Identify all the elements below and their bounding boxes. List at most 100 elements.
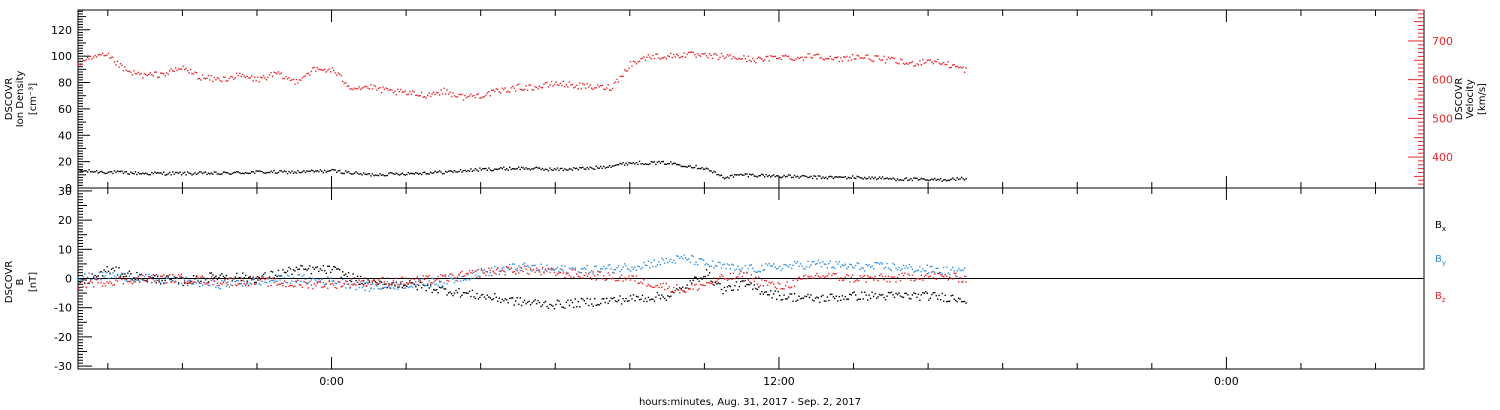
data-point <box>526 301 529 303</box>
data-point <box>652 265 654 268</box>
data-point <box>340 172 342 174</box>
data-point <box>835 295 837 297</box>
data-point <box>614 268 617 271</box>
data-point <box>752 57 754 60</box>
data-point <box>152 276 154 279</box>
data-point <box>952 177 954 179</box>
data-point <box>471 170 474 172</box>
data-point <box>872 60 875 63</box>
data-point <box>779 294 781 297</box>
data-point <box>264 172 266 174</box>
data-point <box>934 273 936 275</box>
data-point <box>133 281 135 283</box>
data-point <box>807 293 809 296</box>
data-point <box>549 303 551 306</box>
data-point <box>198 171 201 173</box>
data-point <box>708 282 711 284</box>
data-point <box>585 268 587 270</box>
data-point <box>109 57 111 59</box>
data-point <box>294 280 296 283</box>
data-point <box>779 57 781 59</box>
data-point <box>676 284 678 286</box>
data-point <box>409 280 411 282</box>
data-point <box>416 172 418 175</box>
data-point <box>307 268 310 270</box>
data-point <box>295 281 298 283</box>
data-point <box>361 279 363 282</box>
data-point <box>935 267 937 269</box>
data-point <box>498 91 500 93</box>
data-point <box>904 178 906 180</box>
data-point <box>762 293 764 295</box>
data-point <box>109 281 111 283</box>
data-point <box>288 170 290 173</box>
data-point <box>304 281 307 284</box>
data-point <box>346 275 348 278</box>
data-point <box>834 57 836 59</box>
data-point <box>277 171 280 174</box>
data-point <box>455 277 457 279</box>
data-point <box>249 77 251 79</box>
data-point <box>767 284 769 286</box>
data-point <box>467 169 469 172</box>
data-point <box>625 162 627 164</box>
data-point <box>828 273 830 275</box>
data-point <box>744 57 747 60</box>
data-point <box>855 177 857 180</box>
data-point <box>173 173 175 175</box>
data-point <box>643 163 645 166</box>
data-point <box>312 277 314 279</box>
data-point <box>112 284 114 286</box>
data-point <box>386 88 389 90</box>
data-point <box>534 264 536 267</box>
data-point <box>799 278 802 280</box>
data-point <box>841 264 843 266</box>
data-point <box>212 274 214 276</box>
data-point <box>219 173 222 175</box>
data-point <box>224 277 226 279</box>
data-point <box>468 95 471 97</box>
top-right-axis-label-line1: DSCOVR <box>1454 78 1465 121</box>
data-point <box>91 278 93 280</box>
data-point <box>567 299 569 301</box>
data-point <box>95 276 98 278</box>
data-point <box>880 177 882 180</box>
data-point <box>358 86 360 88</box>
data-point <box>294 285 296 287</box>
data-point <box>932 292 934 294</box>
data-point <box>931 178 933 180</box>
data-point <box>207 281 210 283</box>
data-point <box>501 298 503 300</box>
data-point <box>297 82 299 84</box>
data-point <box>164 279 166 282</box>
density-tick-label: 20 <box>58 156 72 169</box>
data-point <box>91 170 93 173</box>
data-point <box>240 277 242 279</box>
data-point <box>810 56 812 59</box>
data-point <box>231 280 233 282</box>
data-point <box>744 279 747 282</box>
data-point <box>528 168 530 170</box>
data-point <box>526 272 529 275</box>
data-point <box>598 86 600 88</box>
data-point <box>486 271 488 273</box>
data-point <box>696 53 699 55</box>
data-point <box>638 60 641 62</box>
data-point <box>179 275 181 277</box>
data-point <box>707 168 709 170</box>
data-point <box>318 68 320 71</box>
data-point <box>143 279 145 281</box>
data-point <box>503 166 505 168</box>
data-point <box>377 279 380 281</box>
data-point <box>298 268 301 270</box>
data-point <box>801 297 803 299</box>
data-point <box>741 280 744 282</box>
data-point <box>583 83 585 86</box>
data-point <box>856 175 858 178</box>
data-point <box>113 61 116 63</box>
data-point <box>506 168 508 170</box>
data-point <box>246 280 248 282</box>
data-point <box>197 277 199 279</box>
data-point <box>744 285 747 287</box>
data-point <box>665 257 667 260</box>
